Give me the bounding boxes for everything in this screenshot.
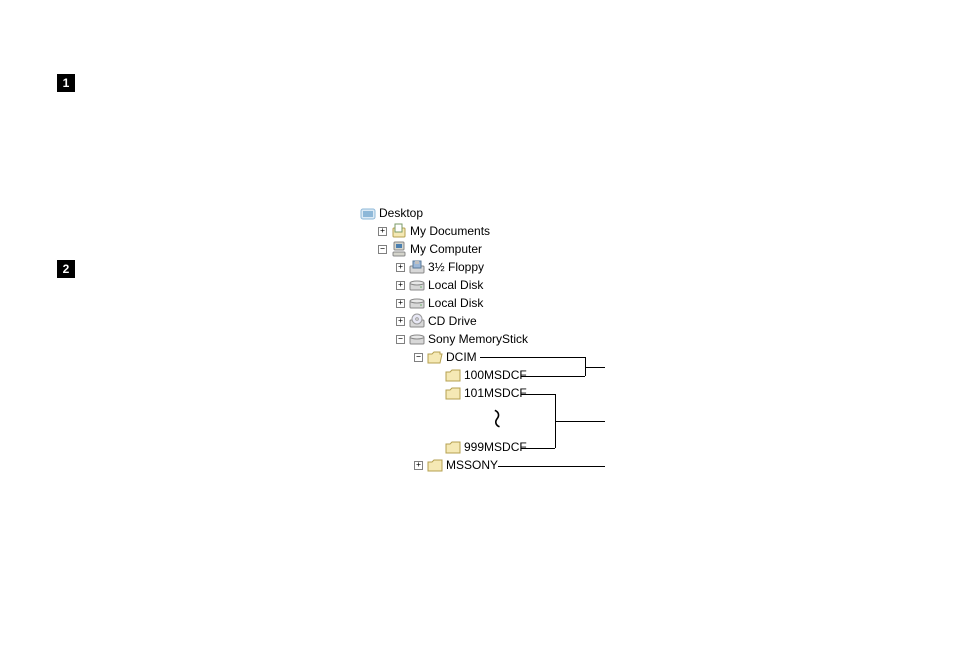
tree-row-desktop[interactable]: Desktop: [360, 204, 528, 222]
tree-row-cddrive[interactable]: + CD Drive: [360, 312, 528, 330]
folder-icon: [427, 457, 443, 473]
tree-row-floppy[interactable]: + 3½ Floppy: [360, 258, 528, 276]
tree-label: 3½ Floppy: [428, 260, 484, 274]
cd-drive-icon: [409, 313, 425, 329]
floppy-drive-icon: [409, 259, 425, 275]
documents-icon: [391, 223, 407, 239]
expander-minus-icon[interactable]: −: [396, 335, 405, 344]
leader-line: [521, 448, 555, 449]
leader-line: [555, 421, 605, 422]
leader-line: [521, 376, 585, 377]
tree-label: Local Disk: [428, 296, 483, 310]
expander-minus-icon[interactable]: −: [414, 353, 423, 362]
tree-label: Sony MemoryStick: [428, 332, 528, 346]
expander-plus-icon[interactable]: +: [378, 227, 387, 236]
folder-open-icon: [427, 349, 443, 365]
disk-drive-icon: [409, 277, 425, 293]
expander-plus-icon[interactable]: +: [414, 461, 423, 470]
tree-label: Local Disk: [428, 278, 483, 292]
callout-badge-2: 2: [57, 260, 75, 278]
disk-drive-icon: [409, 295, 425, 311]
tree-label: Desktop: [379, 206, 423, 220]
tree-label: My Documents: [410, 224, 490, 238]
computer-icon: [391, 241, 407, 257]
tree-row-mssony[interactable]: + MSSONY: [360, 456, 528, 474]
leader-line: [480, 357, 585, 358]
expander-plus-icon[interactable]: +: [396, 299, 405, 308]
disk-drive-icon: [409, 331, 425, 347]
tree-row-memorystick[interactable]: − Sony MemoryStick: [360, 330, 528, 348]
tree-row-localdisk[interactable]: + Local Disk: [360, 294, 528, 312]
desktop-icon: [360, 205, 376, 221]
folder-icon: [445, 439, 461, 455]
expander-plus-icon[interactable]: +: [396, 263, 405, 272]
callout-badge-1: 1: [57, 74, 75, 92]
leader-line: [585, 367, 605, 368]
expander-plus-icon[interactable]: +: [396, 317, 405, 326]
tree-row-mydocs[interactable]: + My Documents: [360, 222, 528, 240]
folder-icon: [445, 385, 461, 401]
folder-icon: [445, 367, 461, 383]
ellipsis-tilde-icon: 〜: [482, 407, 514, 431]
tree-label: 999MSDCF: [464, 440, 527, 454]
tree-row-100msdcf[interactable]: 100MSDCF: [360, 366, 528, 384]
tree-label: MSSONY: [446, 458, 498, 472]
leader-line: [521, 394, 555, 395]
tree-label: 100MSDCF: [464, 368, 527, 382]
expander-plus-icon[interactable]: +: [396, 281, 405, 290]
tree-row-mycomputer[interactable]: − My Computer: [360, 240, 528, 258]
tree-label: DCIM: [446, 350, 477, 364]
leader-line: [498, 466, 605, 467]
tree-row-999msdcf[interactable]: 999MSDCF: [360, 438, 528, 456]
tree-label: 101MSDCF: [464, 386, 527, 400]
tree-label: CD Drive: [428, 314, 477, 328]
tree-label: My Computer: [410, 242, 482, 256]
expander-minus-icon[interactable]: −: [378, 245, 387, 254]
tree-row-localdisk[interactable]: + Local Disk: [360, 276, 528, 294]
tree-row-101msdcf[interactable]: 101MSDCF: [360, 384, 528, 402]
folder-tree: Desktop + My Documents − My Computer + 3…: [360, 204, 528, 474]
